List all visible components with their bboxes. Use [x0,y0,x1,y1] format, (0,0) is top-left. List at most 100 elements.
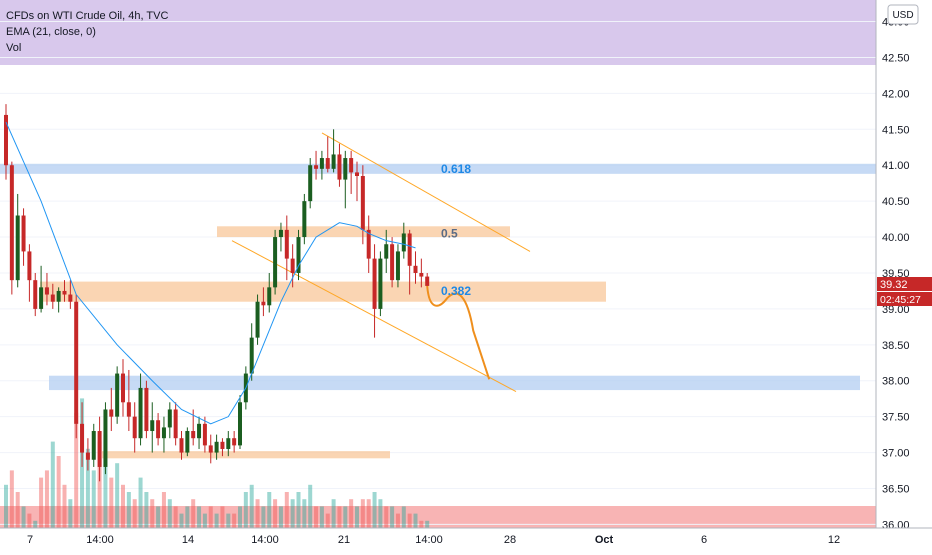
candle[interactable] [115,366,120,424]
currency-button[interactable] [887,4,919,25]
candle[interactable] [290,244,295,288]
countdown-tag [877,292,932,306]
candle-body [197,423,202,439]
candle[interactable] [366,215,371,273]
candle[interactable] [261,287,266,317]
volume-bar [419,520,424,528]
candle-body [273,237,278,288]
fib-labels: 0.618 0.5 0.382 [441,162,471,298]
time-tick-label: 6 [701,534,707,546]
volume-bar [74,412,79,528]
candle[interactable] [273,229,278,295]
candle[interactable] [4,104,8,180]
candle[interactable] [208,434,213,464]
candle[interactable] [349,150,354,194]
candle[interactable] [21,208,26,266]
volume-bar [173,506,178,528]
candle[interactable] [132,402,137,453]
time-tick-label: 12 [828,534,840,546]
candle[interactable] [419,258,424,288]
candle[interactable] [33,272,38,317]
candle[interactable] [138,373,143,446]
candle[interactable] [278,222,283,252]
candle[interactable] [109,387,114,432]
candle[interactable] [220,438,225,457]
candle[interactable] [150,402,155,453]
candle[interactable] [85,438,90,471]
candle[interactable] [126,369,131,432]
candle[interactable] [121,359,125,417]
candle[interactable] [284,215,289,281]
candles[interactable] [4,104,430,482]
candle[interactable] [337,143,342,187]
candle[interactable] [407,229,412,295]
volume-bar [138,477,143,528]
candle[interactable] [179,431,184,460]
candle[interactable] [50,283,55,309]
price-axis[interactable]: 43.0042.5042.0041.5041.0040.5040.0039.50… [882,17,910,532]
candle[interactable] [9,161,14,295]
candle-body [407,233,412,266]
candle[interactable] [68,280,73,309]
candle[interactable] [343,150,348,209]
candle[interactable] [232,431,237,453]
candle[interactable] [395,244,400,288]
candle[interactable] [425,272,430,288]
candle[interactable] [173,402,178,446]
price-tick-label: 41.50 [882,124,910,136]
candle[interactable] [161,416,166,453]
candle[interactable] [401,222,406,259]
candle[interactable] [39,265,44,313]
candle[interactable] [56,287,61,313]
candle[interactable] [80,402,85,467]
candle[interactable] [319,150,324,180]
candle[interactable] [308,158,313,209]
candle[interactable] [74,294,79,439]
volume-bar [290,499,295,528]
candle[interactable] [144,380,149,439]
candle[interactable] [103,402,108,475]
candle-body [97,431,102,467]
candle[interactable] [238,395,242,449]
candle[interactable] [355,161,359,202]
time-tick-label: 14:00 [415,534,443,546]
candle-body [179,438,184,453]
candle[interactable] [156,413,161,446]
candle[interactable] [226,431,231,457]
candle[interactable] [331,129,336,173]
candle[interactable] [296,229,301,281]
candle[interactable] [15,193,20,288]
candle[interactable] [249,323,254,381]
candle[interactable] [378,251,383,317]
currency-button-label[interactable]: USD [892,10,913,21]
candle[interactable] [325,136,330,173]
candle[interactable] [384,229,389,273]
candle[interactable] [360,165,365,245]
candle[interactable] [267,272,272,313]
time-axis[interactable]: 7 14:00 14 14:00 21 14:00 28 Oct 6 12 [27,534,840,546]
volume-bar [325,513,330,528]
candle[interactable] [91,423,96,467]
candle[interactable] [185,427,190,457]
candle[interactable] [97,416,102,482]
candle[interactable] [202,416,207,453]
candle[interactable] [314,150,319,180]
candle-body [21,215,26,252]
volume-bar [255,499,260,528]
candle[interactable] [44,272,49,306]
candle[interactable] [302,193,307,245]
candle[interactable] [62,280,67,302]
candle[interactable] [255,294,260,345]
candle[interactable] [413,251,418,284]
candle[interactable] [214,434,219,460]
candle[interactable] [390,237,395,288]
candle-body [401,233,406,252]
candle[interactable] [372,244,377,338]
candle[interactable] [167,402,172,439]
candle[interactable] [27,244,32,302]
volume-bar [97,441,102,528]
candle[interactable] [197,416,202,449]
volume-bar [220,506,225,528]
